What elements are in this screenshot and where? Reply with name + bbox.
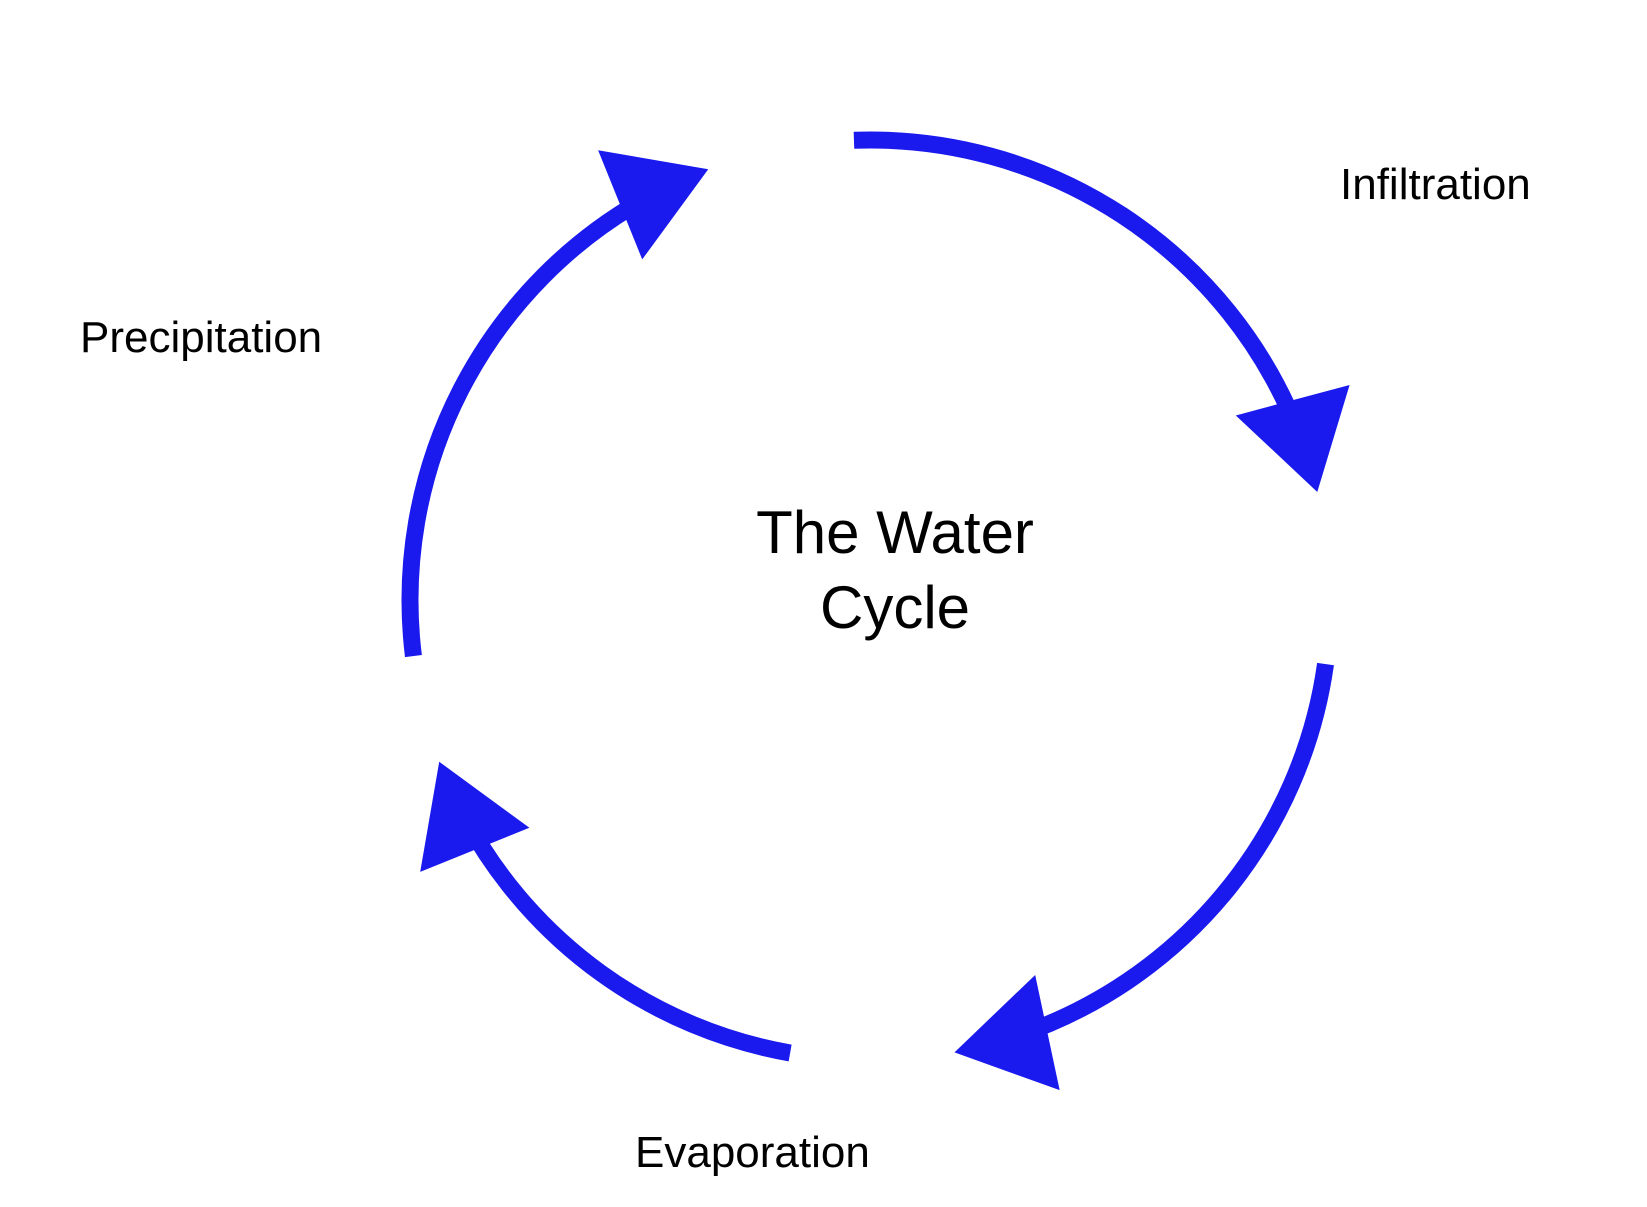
cycle-arrowhead-1 [1236, 385, 1350, 492]
title-line-2: Cycle [820, 574, 970, 641]
title-line-1: The Water [756, 499, 1034, 566]
cycle-arc-0 [410, 196, 650, 656]
cycle-arc-2 [1016, 664, 1326, 1036]
cycle-arrowhead-2 [954, 975, 1059, 1090]
stage-label-infiltration: Infiltration [1340, 160, 1531, 210]
cycle-arrowhead-3 [420, 762, 529, 872]
cycle-arc-3 [466, 820, 790, 1053]
stage-label-evaporation: Evaporation [635, 1128, 870, 1178]
water-cycle-diagram: The Water Cycle Precipitation Infiltratio… [0, 0, 1647, 1207]
stage-label-precipitation: Precipitation [80, 313, 322, 363]
diagram-title: The Water Cycle [715, 495, 1075, 645]
cycle-arrowhead-0 [598, 150, 708, 259]
cycle-arc-1 [854, 140, 1298, 431]
